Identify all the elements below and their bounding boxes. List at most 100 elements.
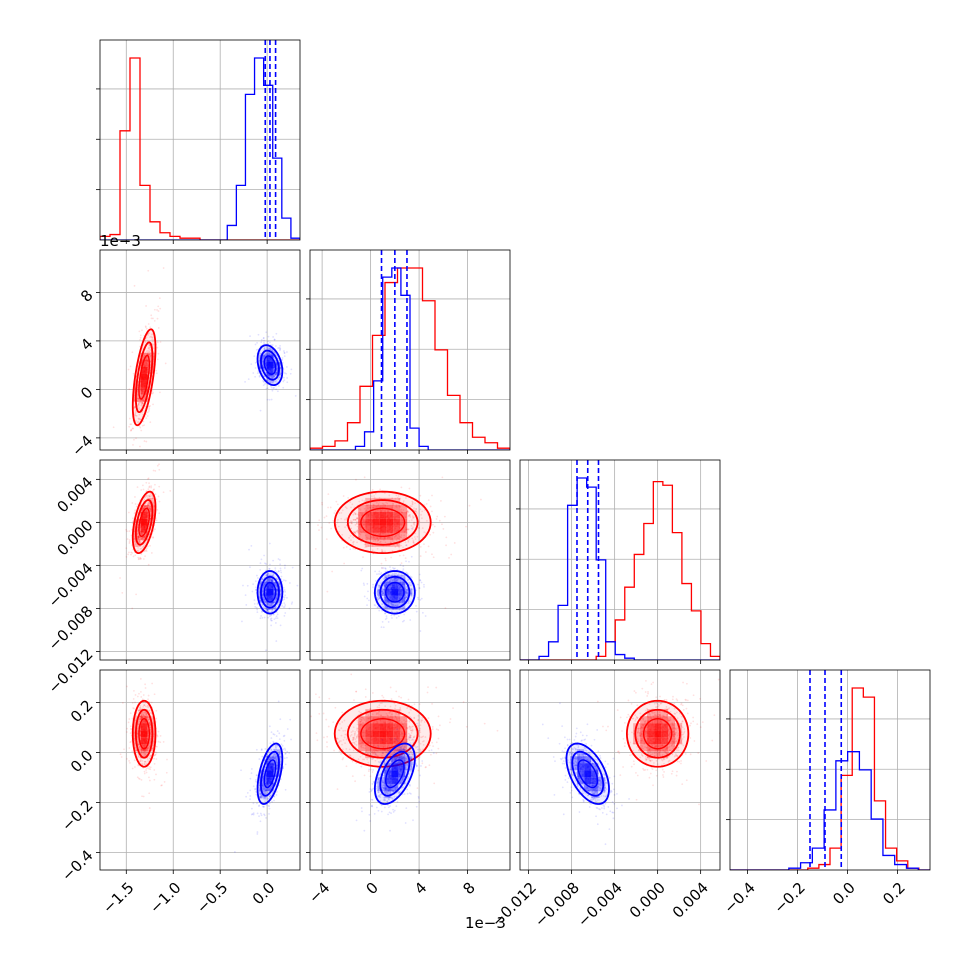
scatter-point-0-2-1 [369,504,372,507]
scatter-point-1-1-0 [276,366,278,369]
density-cell-1-1-0 [273,368,281,376]
scatter-point-0-2-0 [138,535,141,538]
scatter-point-0-2-0 [148,495,151,498]
scatter-point-1-2-0 [264,580,267,583]
scatter-point-0-1-0 [140,395,143,398]
panel-frame-1-1 [309,249,511,451]
scatter-point-0-2-1 [398,505,401,508]
scatter-point-0-2-1 [423,543,425,546]
scatter-point-0-2-1 [349,520,352,522]
scatter-point-0-2-0 [142,488,145,491]
scatter-point-1-2-0 [274,617,277,620]
scatter-point-0-1-0 [137,400,140,402]
scatter-point-0-2-0 [134,554,137,557]
scatter-point-1-1-0 [283,372,286,374]
scatter-point-0-2-1 [341,509,344,512]
scatter-point-0-2-1 [352,541,354,544]
scatter-point-0-1-0 [159,307,162,310]
scatter-point-0-2-1 [348,522,351,525]
scatter-point-0-2-0 [143,498,146,501]
scatter-point-0-2-1 [332,519,335,522]
scatter-point-1-2-0 [271,610,273,613]
scatter-point-1-2-0 [275,598,278,601]
scatter-point-1-1-0 [273,375,276,378]
scatter-point-1-1-0 [294,394,297,397]
scatter-point-0-1-0 [139,338,141,341]
scatter-point-0-1-0 [151,340,154,343]
scatter-point-1-2-0 [262,597,265,600]
scatter-point-1-2-0 [291,566,294,569]
scatter-point-0-2-0 [140,541,143,544]
scatter-point-1-2-1 [380,626,383,629]
scatter-point-0-2-1 [405,497,407,499]
scatter-point-0-1-0 [141,402,144,404]
scatter-point-0-2-1 [352,518,355,521]
scatter-point-1-1-0 [258,375,261,378]
scatter-point-0-2-1 [441,476,444,479]
scatter-point-1-1-0 [290,368,293,371]
scatter-point-1-2-0 [268,580,271,582]
scatter-point-0-2-1 [357,531,359,534]
scatter-point-0-1-0 [159,391,161,394]
scatter-point-0-2-1 [415,510,418,513]
scatter-point-0-2-0 [155,498,158,501]
scatter-point-0-1-0 [135,414,137,417]
scatter-point-1-1-0 [283,352,286,354]
scatter-point-0-2-1 [410,519,413,521]
scatter-point-1-2-0 [271,580,274,582]
scatter-point-0-2-0 [148,508,151,510]
scatter-point-0-1-0 [141,411,143,414]
scatter-point-0-2-0 [158,485,161,488]
scatter-point-1-2-0 [277,558,280,560]
scatter-point-1-1-0 [263,354,266,357]
scatter-point-1-2-0 [265,608,268,611]
scatter-point-1-2-0 [256,611,259,613]
scatter-point-0-1-0 [135,437,137,440]
scatter-point-1-2-1 [395,616,398,619]
scatter-point-0-2-0 [139,558,142,560]
scatter-point-1-2-0 [276,617,279,620]
scatter-point-0-2-0 [142,558,145,560]
scatter-point-0-1-0 [128,425,131,428]
scatter-point-1-2-0 [261,603,264,606]
scatter-point-0-2-0 [148,485,151,488]
scatter-point-1-1-0 [275,379,278,382]
scatter-point-1-1-0 [269,381,272,384]
scatter-point-0-2-1 [408,514,411,517]
scatter-point-0-1-0 [136,393,139,396]
scatter-point-0-2-0 [138,541,141,544]
scatter-point-0-1-0 [141,402,143,405]
scatter-point-1-2-0 [282,586,285,589]
scatter-point-0-2-0 [137,535,140,538]
density-cell-1-1-0 [259,361,267,369]
scatter-point-0-1-0 [135,414,138,417]
scatter-point-1-2-0 [244,594,247,597]
scatter-point-1-1-0 [278,376,280,379]
scatter-point-1-2-0 [264,608,267,611]
scatter-point-0-2-1 [381,550,384,553]
scatter-point-0-2-1 [371,488,374,491]
scatter-point-0-2-1 [404,516,407,519]
scatter-point-0-2-1 [320,526,323,529]
scatter-point-0-2-0 [128,551,130,554]
scatter-point-0-2-1 [436,515,439,518]
scatter-point-0-2-1 [348,536,350,539]
scatter-point-0-2-1 [381,550,384,553]
scatter-point-0-2-1 [438,519,441,522]
scatter-point-0-1-0 [156,346,159,349]
scatter-point-1-2-0 [275,577,278,580]
scatter-point-1-1-0 [270,375,273,378]
scatter-point-1-2-1 [402,568,405,571]
scatter-point-0-2-0 [158,512,161,515]
scatter-point-1-2-0 [270,619,273,622]
scatter-point-1-2-0 [266,609,269,611]
scatter-point-1-2-0 [275,595,278,597]
scatter-point-1-2-0 [258,586,261,589]
scatter-point-0-2-1 [384,557,387,560]
scatter-point-0-2-1 [325,538,328,541]
scatter-point-1-2-0 [261,604,264,606]
scatter-point-0-1-0 [150,336,153,339]
scatter-point-0-2-1 [356,525,359,528]
scatter-point-0-2-1 [351,503,354,506]
scatter-point-1-1-0 [273,386,276,389]
